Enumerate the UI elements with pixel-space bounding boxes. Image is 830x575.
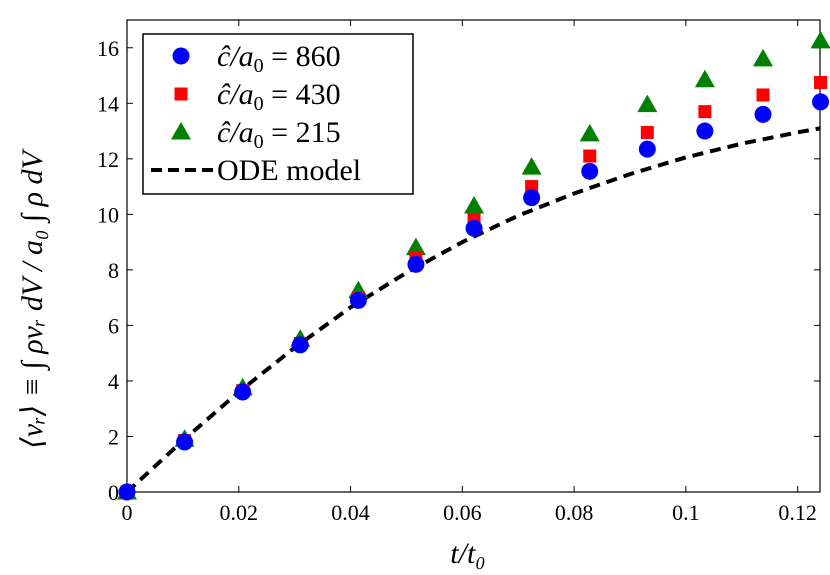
y-tick-label: 2 — [108, 424, 119, 449]
data-point-circle — [407, 255, 425, 273]
x-tick-label: 0.1 — [672, 500, 700, 525]
plot-frame — [126, 19, 821, 493]
data-point-circle — [349, 291, 367, 309]
x-tick-label: 0.08 — [555, 500, 594, 525]
ode-model-curve-group — [125, 126, 821, 494]
x-tick-label: 0.04 — [331, 500, 370, 525]
data-point-circle — [465, 219, 483, 237]
data-point-circle — [291, 336, 309, 354]
y-tick-label: 10 — [97, 202, 119, 227]
y-tick-label: 12 — [97, 147, 119, 172]
y-tick-label: 16 — [97, 36, 119, 61]
data-point-triangle — [752, 48, 773, 67]
legend-swatch-square — [174, 87, 188, 101]
axis-labels: t/t₀ ⟨vᵣ⟩ ≡ ∫ ρvᵣ dV / a₀ ∫ ρ dV — [16, 147, 486, 570]
y-tick-label: 4 — [108, 369, 119, 394]
data-point-triangle — [694, 69, 715, 88]
data-point-triangle — [810, 30, 830, 49]
data-point-circle — [234, 383, 252, 401]
data-point-triangle — [464, 196, 485, 214]
y-tick-label: 0 — [108, 480, 119, 505]
data-point-square — [640, 125, 654, 139]
data-point-triangle — [637, 94, 658, 113]
x-axis-label: t/t₀ — [450, 537, 485, 570]
data-point-triangle — [521, 157, 542, 175]
data-point-circle — [581, 162, 599, 180]
data-point-square — [525, 180, 539, 194]
x-tick-label: 0 — [122, 500, 133, 525]
data-point-circle — [523, 189, 541, 207]
axes: 0 0.02 0.04 0.06 0.08 0.1 0.12 0 2 4 6 8 10 12 14 16 — [97, 19, 821, 525]
data-point-circle — [638, 140, 656, 158]
legend-label: ODE model — [217, 154, 361, 187]
data-point-circle — [118, 483, 136, 501]
x-tick-label: 0.06 — [443, 500, 482, 525]
data-points — [117, 30, 830, 501]
y-tick-label: 14 — [97, 91, 119, 116]
legend-label: ĉ/a0 = 215 — [217, 116, 341, 153]
legend-swatch-triangle — [171, 122, 191, 140]
legend-label: ĉ/a0 = 860 — [217, 40, 341, 77]
data-point-circle — [696, 122, 714, 140]
data-point-square — [583, 149, 597, 163]
y-tick-label: 6 — [108, 313, 119, 338]
data-point-square — [756, 88, 770, 102]
legend-swatch-circle — [172, 47, 190, 65]
y-tick-label: 8 — [108, 258, 119, 283]
data-point-triangle — [579, 123, 600, 142]
x-tick-label: 0.12 — [778, 500, 817, 525]
data-point-square — [814, 75, 828, 89]
data-point-circle — [754, 105, 772, 123]
data-point-circle — [176, 433, 194, 451]
legend-label: ĉ/a0 = 430 — [217, 78, 341, 115]
data-point-circle — [812, 93, 830, 111]
x-tick-label: 0.02 — [220, 500, 259, 525]
data-point-square — [698, 105, 712, 119]
ode-model-curve — [125, 126, 821, 494]
y-axis-label: ⟨vᵣ⟩ ≡ ∫ ρvᵣ dV / a₀ ∫ ρ dV — [16, 147, 51, 448]
data-point-triangle — [405, 237, 426, 256]
